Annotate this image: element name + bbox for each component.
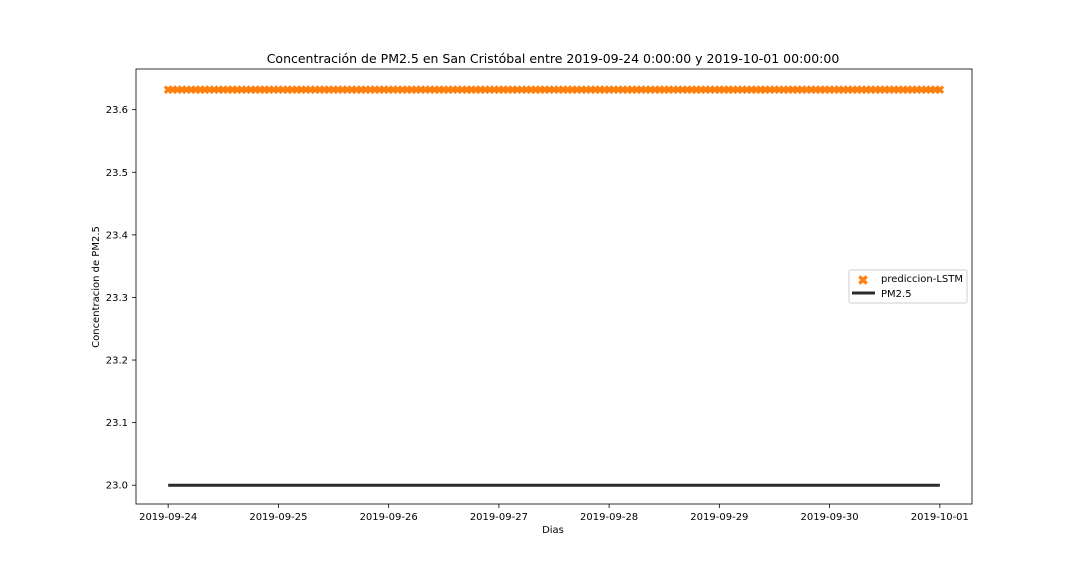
x-tick-label: 2019-09-29 <box>690 512 748 523</box>
x-tick-label: 2019-10-01 <box>911 512 969 523</box>
legend-x-marker-icon <box>858 275 868 285</box>
y-tick-label: 23.0 <box>106 481 128 492</box>
legend-box <box>848 269 968 304</box>
series-prediccion-lstm <box>163 85 945 94</box>
legend-label-prediccion-lstm: prediccion-LSTM <box>881 274 963 285</box>
x-tick-label: 2019-09-25 <box>249 512 307 523</box>
chart-title: Concentración de PM2.5 en San Cristóbal … <box>267 51 840 66</box>
x-tick-label: 2019-09-26 <box>360 512 418 523</box>
y-tick-label: 23.3 <box>106 293 128 304</box>
y-tick-label: 23.2 <box>106 356 128 367</box>
y-tick-label: 23.4 <box>106 230 128 241</box>
plot-frame <box>135 68 973 505</box>
y-tick-label: 23.5 <box>106 168 128 179</box>
x-tick-label: 2019-09-24 <box>139 512 197 523</box>
y-axis-ticks: 23.0 23.1 23.2 23.3 23.4 23.5 23.6 <box>106 105 136 492</box>
plot-area <box>135 68 973 505</box>
legend-marker-prediccion-lstm <box>858 275 868 285</box>
legend: prediccion-LSTM PM2.5 <box>848 269 968 304</box>
y-tick-label: 23.1 <box>106 418 128 429</box>
x-axis-label: Dias <box>542 525 564 536</box>
legend-label-pm25: PM2.5 <box>881 289 912 300</box>
data-point <box>935 85 945 94</box>
x-tick-label: 2019-09-30 <box>801 512 859 523</box>
y-axis-label: Concentracion de PM2.5 <box>91 226 102 348</box>
y-tick-label: 23.6 <box>106 105 128 116</box>
x-tick-label: 2019-09-28 <box>580 512 638 523</box>
x-tick-label: 2019-09-27 <box>470 512 528 523</box>
x-axis-ticks: 2019-09-24 2019-09-25 2019-09-26 2019-09-27… <box>139 504 969 523</box>
